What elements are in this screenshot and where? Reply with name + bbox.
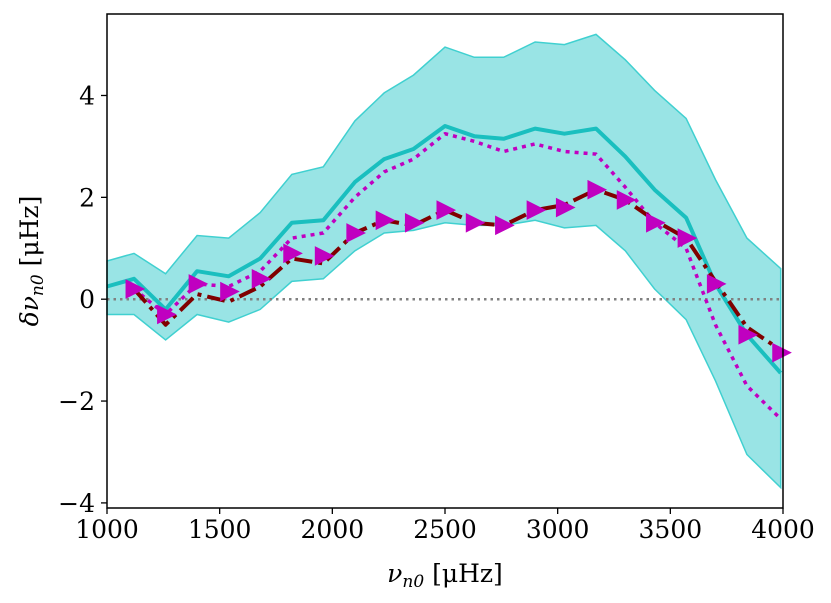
triangle-marker <box>465 212 486 233</box>
triangle-marker <box>283 243 303 264</box>
triangle-marker <box>677 228 698 248</box>
triangle-marker <box>738 325 759 345</box>
y-tick-label: 0 <box>79 285 95 314</box>
x-tick-label: 3000 <box>526 515 590 544</box>
y-tick-label: 4 <box>79 81 95 110</box>
triangle-marker <box>436 200 457 220</box>
x-tick-label: 4000 <box>751 515 815 544</box>
triangle-marker <box>314 246 335 266</box>
series-line-dash-dot <box>132 187 782 352</box>
y-tick-label: −2 <box>58 387 95 416</box>
y-axis-symbol: δν <box>15 296 44 326</box>
axis-ticks: 1000 1500 2000 2500 3000 3500 4000 −4 −2 0 2 4 <box>58 81 815 544</box>
y-tick-label: −4 <box>58 489 95 518</box>
triangle-marker <box>220 281 240 302</box>
triangle-marker <box>346 223 366 243</box>
plot-area <box>106 33 792 490</box>
y-axis-subscript: n0 <box>28 274 48 296</box>
y-axis-label: δνn0 [μHz] <box>15 196 48 327</box>
series-line-solid <box>106 124 783 375</box>
x-axis-symbol: ν <box>387 559 402 588</box>
triangle-marker <box>404 212 425 233</box>
triangle-marker <box>526 200 547 220</box>
triangle-marker <box>495 215 515 236</box>
y-tick-label: 2 <box>79 183 95 212</box>
x-tick-label: 3500 <box>639 515 703 544</box>
triangle-marker <box>616 190 637 210</box>
x-axis-subscript: n0 <box>402 572 424 592</box>
x-axis-unit: [μHz] <box>424 559 503 588</box>
triangle-marker <box>587 179 608 200</box>
triangle-marker <box>555 197 576 218</box>
confidence-band <box>106 33 782 490</box>
x-tick-label: 2000 <box>301 515 365 544</box>
y-axis-unit: [μHz] <box>15 196 44 275</box>
triangle-marker <box>646 212 666 233</box>
triangle-marker <box>251 269 272 289</box>
x-axis-label: νn0 [μHz] <box>387 559 503 592</box>
triangle-marker <box>706 274 727 294</box>
x-tick-label: 1500 <box>188 515 252 544</box>
triangle-marker <box>125 279 146 299</box>
x-tick-label: 2500 <box>413 515 477 544</box>
triangle-marker <box>188 274 209 294</box>
x-tick-label: 1000 <box>75 515 139 544</box>
triangle-marker <box>375 210 396 231</box>
triangle-marker <box>772 342 792 363</box>
triangle-marker <box>157 304 177 325</box>
